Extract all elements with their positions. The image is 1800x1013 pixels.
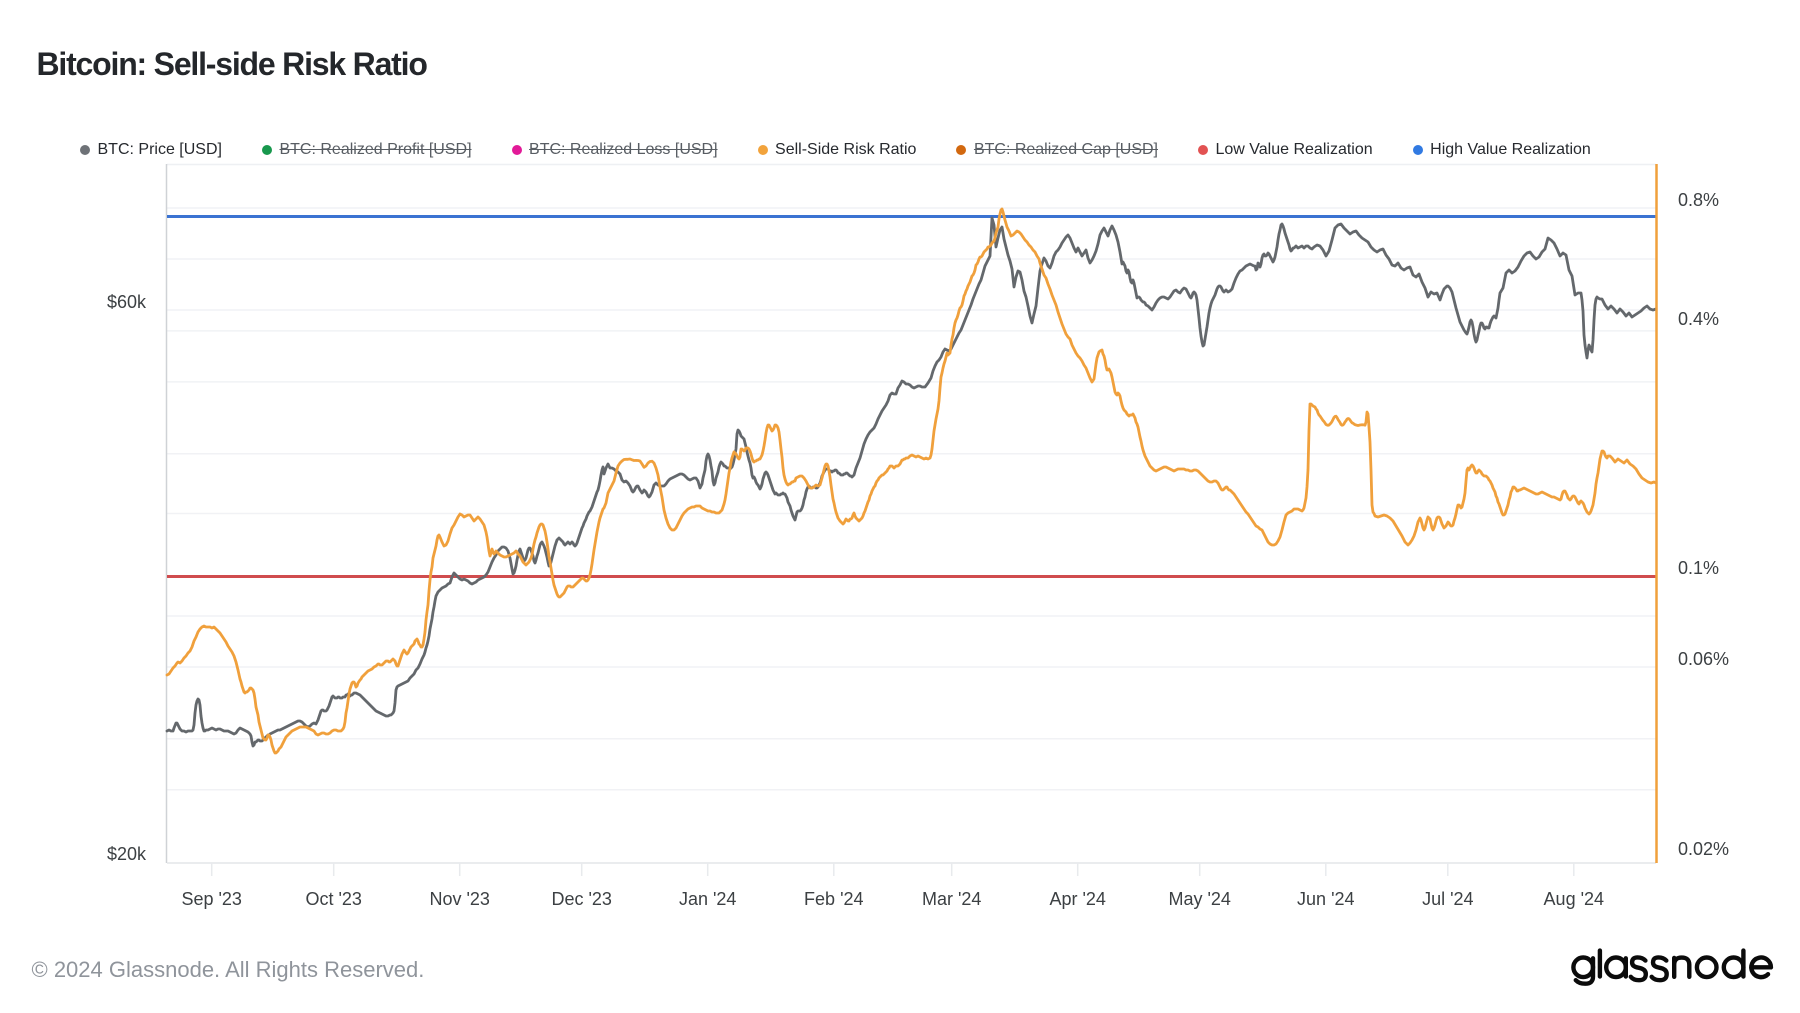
- svg-text:0.4%: 0.4%: [1678, 309, 1719, 329]
- svg-text:Mar '24: Mar '24: [922, 889, 981, 909]
- svg-text:Jan '24: Jan '24: [679, 889, 736, 909]
- svg-text:Nov '23: Nov '23: [429, 889, 489, 909]
- svg-text:© 2024 Glassnode. All Rights R: © 2024 Glassnode. All Rights Reserved.: [32, 957, 425, 982]
- svg-text:Dec '23: Dec '23: [551, 889, 611, 909]
- svg-text:0.8%: 0.8%: [1678, 190, 1719, 210]
- svg-text:0.1%: 0.1%: [1678, 558, 1719, 578]
- svg-text:Apr '24: Apr '24: [1049, 889, 1105, 909]
- svg-text:Oct '23: Oct '23: [305, 889, 361, 909]
- svg-text:May '24: May '24: [1168, 889, 1230, 909]
- svg-text:Aug '24: Aug '24: [1544, 889, 1605, 909]
- svg-text:Sep '23: Sep '23: [181, 889, 242, 909]
- svg-text:Feb '24: Feb '24: [804, 889, 863, 909]
- svg-text:$20k: $20k: [107, 844, 147, 864]
- svg-text:Jun '24: Jun '24: [1297, 889, 1354, 909]
- svg-text:$60k: $60k: [107, 292, 147, 312]
- svg-text:0.06%: 0.06%: [1678, 649, 1729, 669]
- svg-text:0.02%: 0.02%: [1678, 839, 1729, 859]
- svg-text:Jul '24: Jul '24: [1422, 889, 1473, 909]
